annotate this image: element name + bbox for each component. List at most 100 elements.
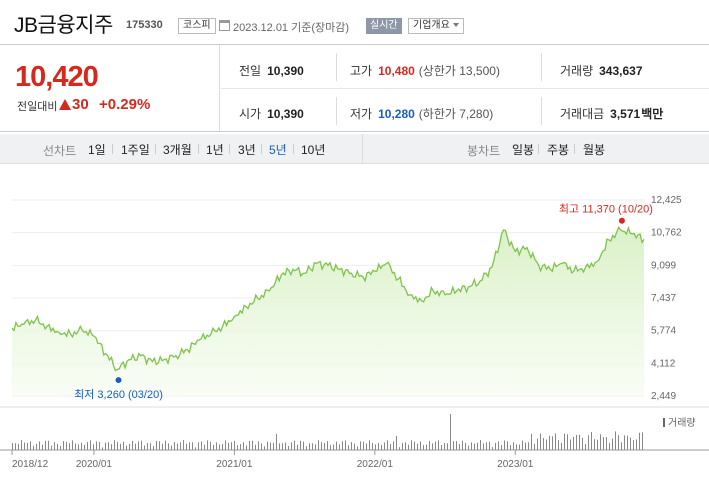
volume-bar (12, 442, 13, 450)
volume-bar (228, 442, 229, 450)
volume-bar (564, 433, 565, 450)
current-price: 10,420 (15, 61, 99, 93)
stat-label: 시가 (239, 107, 262, 121)
line-chart-label: 선차트 (43, 144, 77, 158)
min-price-label: 최저 3,260 (03/20) (74, 388, 163, 401)
volume-bar (585, 443, 586, 450)
volume-bar (189, 442, 190, 450)
tab-monthly[interactable]: 월봉 (583, 143, 606, 157)
volume-bar (399, 447, 400, 450)
volume-bar (402, 443, 403, 450)
tab-1w[interactable]: 1주일 (121, 143, 150, 157)
volume-bar (297, 444, 298, 450)
volume-bar (27, 442, 28, 450)
stat-open: 시가 10,390 (239, 105, 304, 122)
volume-bar (30, 441, 31, 450)
volume-bar (219, 444, 220, 450)
tab-divider (229, 144, 230, 154)
volume-bar (591, 431, 592, 450)
realtime-button[interactable]: 실시간 (366, 18, 402, 34)
volume-bar (531, 433, 532, 450)
tab-3y[interactable]: 3년 (238, 143, 256, 157)
stat-label: 저가 (350, 107, 373, 121)
volume-bar (213, 444, 214, 450)
x-tick-label: 2023/01 (497, 459, 534, 470)
diff-label: 전일대비 (17, 101, 58, 113)
volume-bar (114, 440, 115, 450)
volume-bar (483, 443, 484, 450)
volume-bar (258, 441, 259, 450)
volume-bar (99, 442, 100, 450)
volume-bar (93, 444, 94, 450)
volume-bar (222, 444, 223, 450)
volume-bar (606, 437, 607, 450)
volume-bar (639, 432, 640, 450)
tab-5y[interactable]: 5년 (269, 143, 287, 157)
volume-bar (333, 444, 334, 450)
volume-bar (354, 443, 355, 450)
volume-bar (342, 441, 343, 450)
volume-bar (57, 443, 58, 450)
tab-1d[interactable]: 1일 (88, 143, 106, 157)
volume-bar (429, 440, 430, 450)
stat-label: 고가 (350, 64, 373, 78)
volume-bar (315, 444, 316, 450)
stat-value: 10,280 (378, 107, 415, 121)
tab-1y[interactable]: 1년 (206, 143, 224, 157)
volume-bar (630, 437, 631, 450)
tab-10y[interactable]: 10년 (301, 143, 326, 157)
volume-bar (468, 445, 469, 450)
price-chart[interactable]: 12,425 10,762 9,099 7,437 5,774 4,112 2,449 20… (0, 190, 709, 478)
stock-code: 175330 (126, 19, 163, 31)
volume-bar (435, 441, 436, 450)
volume-bar (204, 444, 205, 450)
volume-bar (504, 440, 505, 450)
tab-daily[interactable]: 일봉 (512, 143, 535, 157)
volume-bar (120, 443, 121, 450)
volume-bar (249, 440, 250, 450)
volume-bar (216, 442, 217, 450)
stat-amount: 거래대금 3,571백만 (560, 105, 663, 122)
company-info-dropdown[interactable]: 기업개요 (408, 18, 464, 34)
lower-limit: (하한가 7,280) (418, 107, 494, 121)
volume-bar (231, 442, 232, 450)
volume-bar (132, 440, 133, 450)
tab-weekly[interactable]: 주봉 (547, 143, 570, 157)
volume-bar (48, 440, 49, 450)
volume-bar (357, 446, 358, 450)
volume-bar (273, 442, 274, 450)
volume-bar (288, 446, 289, 450)
volume-bar (78, 444, 79, 450)
volume-bar (165, 440, 166, 450)
volume-bar (162, 443, 163, 450)
volume-bar (72, 440, 73, 450)
volume-bar (396, 436, 397, 450)
stat-high: 고가 10,480 (상한가 13,500) (350, 62, 500, 79)
calendar-icon (219, 20, 230, 31)
volume-bar (87, 442, 88, 450)
volume-bar (318, 440, 319, 450)
volume-bar (546, 439, 547, 450)
volume-bar (612, 438, 613, 450)
tab-3m[interactable]: 3개월 (163, 143, 192, 157)
volume-bar (129, 443, 130, 450)
volume-bar (312, 443, 313, 450)
volume-bar (300, 440, 301, 450)
volume-bar (519, 444, 520, 450)
volume-bar (15, 443, 16, 450)
volume-bar (537, 438, 538, 450)
volume-bar (108, 442, 109, 450)
volume-bar (366, 443, 367, 450)
y-axis-labels: 12,425 10,762 9,099 7,437 5,774 4,112 2,449 (651, 195, 682, 402)
price-summary: 10,420 전일대비 30 +0.29% 전일 10,390 고가 10,480(… (0, 44, 709, 132)
volume-bar (618, 435, 619, 450)
volume-bar (378, 442, 379, 450)
volume-bar (24, 442, 25, 450)
volume-bar (387, 440, 388, 450)
stat-unit: 백만 (641, 107, 664, 121)
volume-bar (438, 440, 439, 450)
volume-bar (156, 440, 157, 450)
tab-divider (198, 144, 199, 154)
volume-bar (495, 442, 496, 450)
volume-bar (330, 445, 331, 450)
